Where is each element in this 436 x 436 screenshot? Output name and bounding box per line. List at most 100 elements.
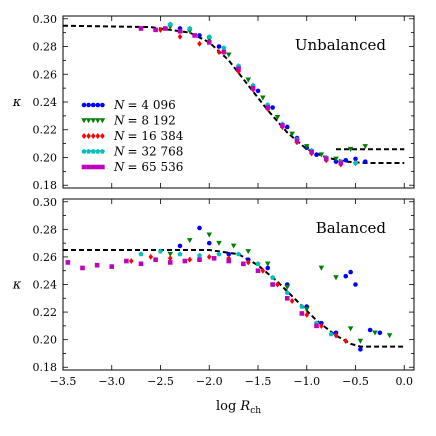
legend-marker xyxy=(86,164,91,170)
data-point xyxy=(216,49,222,56)
data-point xyxy=(333,275,339,281)
data-point xyxy=(323,156,329,162)
data-point xyxy=(94,262,100,268)
data-point xyxy=(241,261,246,267)
legend-marker xyxy=(85,118,92,124)
data-point xyxy=(80,265,85,271)
legend-marker xyxy=(95,148,101,154)
data-point xyxy=(386,333,393,339)
data-point xyxy=(255,268,261,274)
legend-label: N = 4 096 xyxy=(113,98,176,112)
legend-marker xyxy=(90,164,96,170)
data-point xyxy=(206,232,213,238)
data-point xyxy=(167,21,173,27)
x-tick-label: 0.0 xyxy=(396,375,414,388)
legend-entry: N = 8 192 xyxy=(81,114,176,128)
data-point xyxy=(284,295,290,301)
data-point xyxy=(275,281,280,288)
y-tick-label: 0.28 xyxy=(33,223,58,236)
y-tick-label: 0.22 xyxy=(33,124,58,137)
data-point xyxy=(343,157,349,163)
balanced-title: Balanced xyxy=(316,219,387,237)
data-point xyxy=(216,251,222,257)
data-point xyxy=(177,251,183,257)
x-tick-label: −2.0 xyxy=(196,375,223,388)
data-point xyxy=(265,265,271,271)
data-point xyxy=(163,26,168,31)
data-point xyxy=(226,251,232,257)
data-point xyxy=(358,347,363,352)
data-point xyxy=(216,44,222,49)
data-point xyxy=(206,240,212,246)
y-tick-label: 0.22 xyxy=(33,306,58,319)
data-point xyxy=(124,258,129,264)
data-point xyxy=(187,256,193,263)
legend-entry: N = 16 384 xyxy=(81,129,184,143)
legend-entry: N = 65 536 xyxy=(81,160,183,174)
data-point xyxy=(192,33,197,38)
data-point xyxy=(367,327,373,333)
data-point xyxy=(186,238,193,244)
data-point xyxy=(128,258,134,265)
data-point xyxy=(65,260,71,265)
data-point xyxy=(177,243,183,249)
data-point xyxy=(255,261,261,266)
data-point xyxy=(377,330,383,336)
data-point xyxy=(333,332,339,339)
data-point xyxy=(319,322,324,329)
data-point xyxy=(284,284,291,291)
series-3 xyxy=(138,248,334,337)
data-point xyxy=(250,85,256,91)
legend-label: N = 16 384 xyxy=(113,129,184,143)
data-point xyxy=(226,258,232,264)
data-point xyxy=(284,290,290,295)
y-tick-label: 0.20 xyxy=(33,334,58,347)
data-point xyxy=(314,152,319,158)
unbalanced-title: Unbalanced xyxy=(295,36,387,54)
series-0 xyxy=(177,225,383,352)
data-point xyxy=(138,251,144,257)
y-tick-label: 0.24 xyxy=(33,279,58,292)
data-point xyxy=(236,66,241,72)
data-point xyxy=(255,88,261,94)
data-point xyxy=(153,27,158,33)
legend-entry: N = 4 096 xyxy=(81,98,176,112)
data-point xyxy=(177,28,183,34)
data-point xyxy=(197,257,202,262)
data-point xyxy=(245,249,252,255)
data-point xyxy=(343,273,349,279)
x-tick-label: −3.0 xyxy=(98,375,125,388)
legend-marker xyxy=(99,148,105,154)
data-point xyxy=(304,311,310,318)
x-tick-label: −0.5 xyxy=(342,375,369,388)
data-point xyxy=(270,282,275,287)
balanced-panel: Balanced κ 0.18 0.20 0.22 0.24 0.26 0.28 0.30 −… xyxy=(12,196,415,388)
data-point xyxy=(138,26,144,31)
data-point xyxy=(333,156,339,162)
data-point xyxy=(197,33,202,38)
y-tick-label: 0.26 xyxy=(33,68,58,81)
data-point xyxy=(362,144,369,150)
data-point xyxy=(303,144,310,150)
y-tick-label: 0.30 xyxy=(33,13,58,26)
data-point xyxy=(225,52,232,58)
legend-marker xyxy=(95,164,101,170)
data-point xyxy=(221,49,227,55)
data-point xyxy=(211,255,217,261)
x-tick-label: −3.5 xyxy=(50,375,77,388)
legend-marker xyxy=(81,148,87,154)
data-point xyxy=(265,105,271,110)
x-tick-label: −1.5 xyxy=(245,375,272,388)
data-point xyxy=(299,303,305,309)
legend-label: N = 8 192 xyxy=(113,114,176,128)
data-point xyxy=(245,77,252,83)
data-point xyxy=(167,251,174,257)
unbalanced-ylabel: κ xyxy=(12,95,22,110)
data-point xyxy=(353,156,358,162)
y-tick-label: 0.26 xyxy=(33,251,58,264)
data-point xyxy=(284,124,290,130)
y-tick-label: 0.30 xyxy=(33,196,58,209)
